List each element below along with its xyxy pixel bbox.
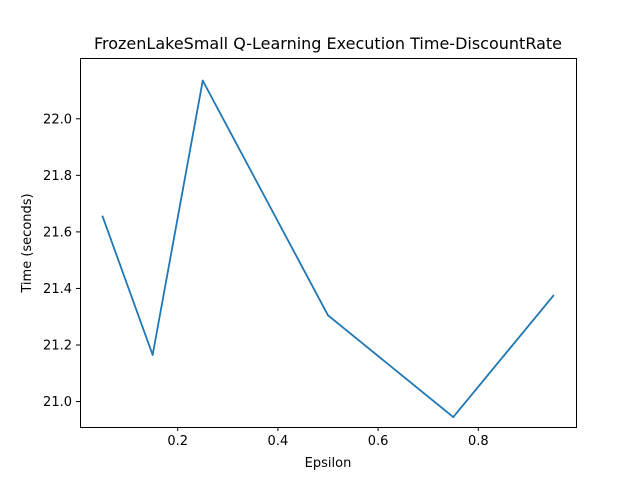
data-point (452, 416, 455, 419)
series-line (101, 79, 555, 419)
y-tick-label: 21.2 (43, 339, 72, 354)
axes-frame (80, 58, 577, 428)
data-point (201, 79, 204, 82)
chart-title: FrozenLakeSmall Q-Learning Execution Tim… (94, 34, 562, 53)
y-tick-label: 22.0 (43, 112, 72, 127)
y-tick-label: 21.4 (43, 282, 72, 297)
y-tick-label: 21.0 (43, 395, 72, 410)
x-tick-label: 0.6 (368, 434, 389, 449)
data-point (327, 314, 329, 317)
plot-area: 0.2 0.4 0.6 0.8 21.0 21.2 21.4 21.6 21.8 22.0 (43, 79, 555, 449)
data-point (151, 353, 154, 356)
x-tick-label: 0.8 (468, 434, 489, 449)
y-axis-label: Time (seconds) (20, 193, 35, 293)
y-tick-label: 21.8 (43, 169, 72, 184)
x-tick-label: 0.4 (268, 434, 289, 449)
data-point (101, 215, 104, 218)
y-tick-label: 21.6 (43, 225, 72, 240)
x-tick-label: 0.2 (167, 434, 188, 449)
x-axis-label: Epsilon (305, 456, 352, 471)
data-point (552, 294, 555, 297)
